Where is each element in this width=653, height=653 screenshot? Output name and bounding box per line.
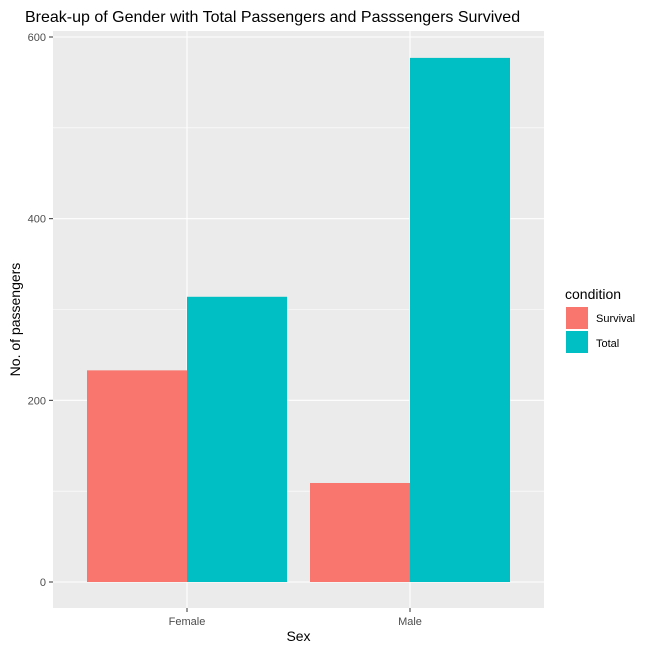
x-tick-label: Male [398, 616, 422, 628]
chart-title: Break-up of Gender with Total Passengers… [25, 9, 520, 26]
legend-label-survival: Survival [596, 313, 635, 325]
legend-item-total: Total [566, 331, 619, 353]
y-tick-label: 400 [28, 214, 46, 226]
y-tick-label: 200 [28, 395, 46, 407]
legend-item-survival: Survival [566, 307, 635, 329]
legend-key-total [566, 331, 588, 353]
y-tick-label: 0 [40, 577, 46, 589]
x-axis-title: Sex [286, 628, 310, 644]
bar-total-male [410, 57, 510, 583]
legend: condition Survival Total [565, 286, 635, 353]
legend-title: condition [565, 286, 621, 302]
y-tick-label: 600 [28, 32, 46, 44]
bar-survival-male [310, 482, 410, 582]
bar-survival-female [87, 370, 187, 582]
bars [87, 57, 510, 583]
x-axis: Female Male [169, 608, 422, 628]
bar-total-female [187, 296, 287, 582]
legend-label-total: Total [596, 338, 619, 350]
x-tick-label: Female [169, 616, 206, 628]
legend-key-survival [566, 307, 588, 329]
y-axis-title: No. of passengers [7, 263, 23, 377]
y-axis: 0 200 400 600 [28, 32, 53, 589]
